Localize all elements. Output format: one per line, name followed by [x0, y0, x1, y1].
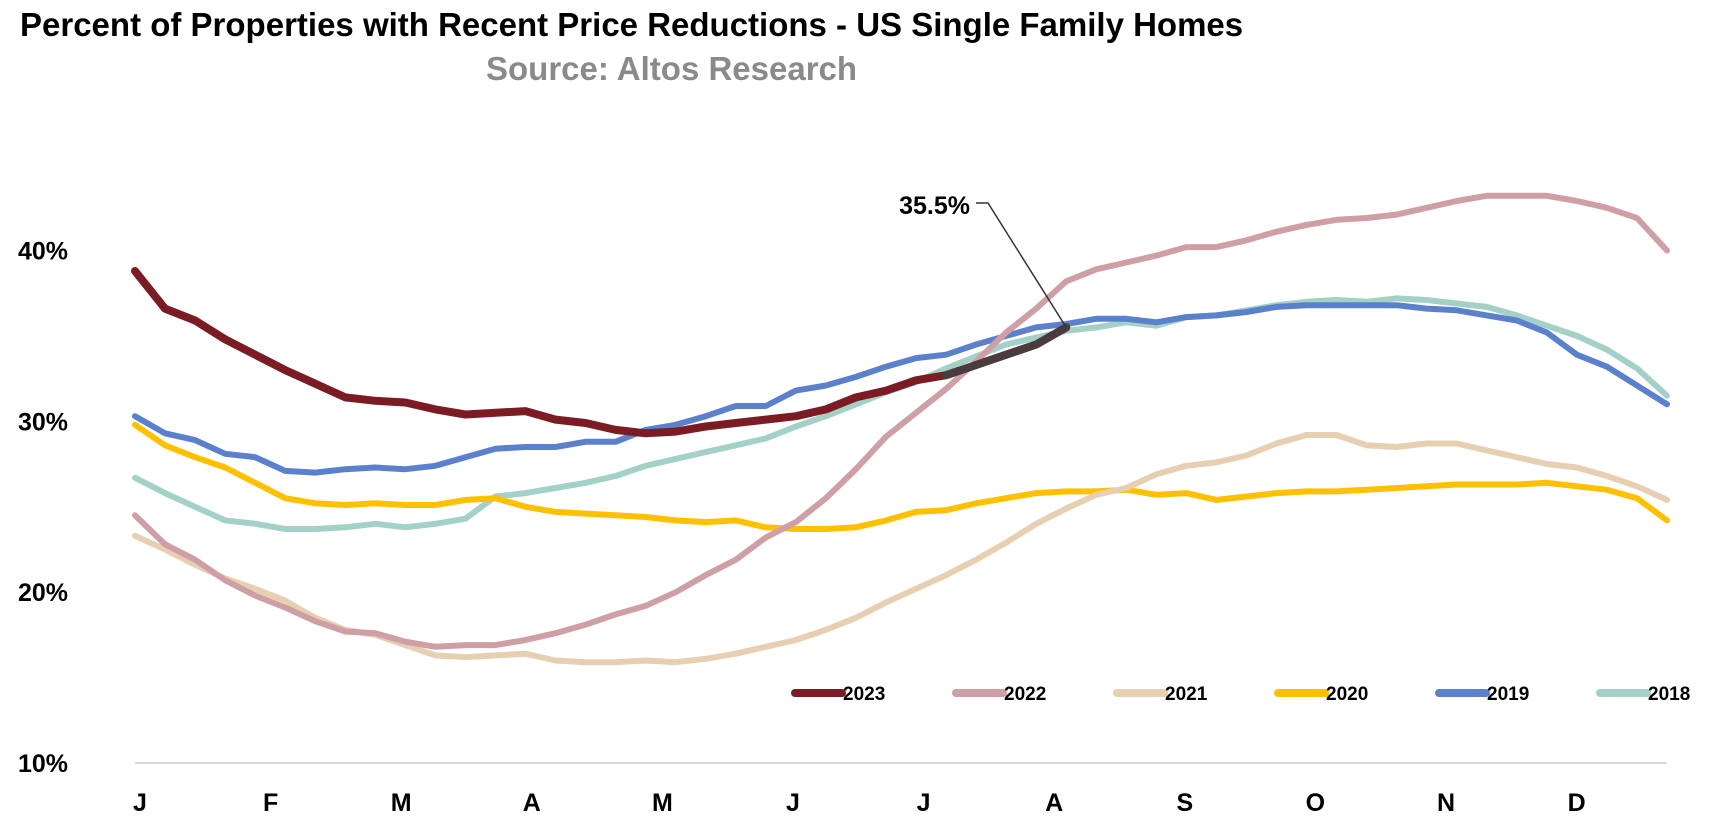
- series-lines: [131, 192, 1670, 666]
- annotation: 35.5%: [899, 192, 1071, 380]
- x-tick-label: M: [391, 789, 412, 817]
- x-tick-label: D: [1568, 789, 1586, 817]
- series-line-2022: [132, 192, 1670, 650]
- series-line-2019: [132, 302, 1670, 476]
- legend-label-2019: 2019: [1487, 684, 1529, 705]
- legend-label-2020: 2020: [1326, 684, 1368, 705]
- legend-label-2022: 2022: [1004, 684, 1046, 705]
- x-tick-label: A: [523, 789, 541, 817]
- series-line-2023: [131, 267, 1071, 438]
- x-tick-label: F: [263, 789, 278, 817]
- y-tick-label: 20%: [18, 579, 68, 607]
- annotation-label: 35.5%: [899, 192, 970, 220]
- x-tick-label: N: [1437, 789, 1455, 817]
- x-tick-label: S: [1176, 789, 1193, 817]
- legend-label-2018: 2018: [1648, 684, 1690, 705]
- chart-subtitle: Source: Altos Research: [486, 50, 858, 87]
- x-tick-label: J: [133, 789, 147, 817]
- y-tick-label: 40%: [18, 238, 68, 266]
- x-tick-label: J: [786, 789, 800, 817]
- x-tick-label: M: [652, 789, 673, 817]
- y-tick-label: 10%: [18, 750, 68, 778]
- x-tick-label: A: [1045, 789, 1063, 817]
- legend-label-2023: 2023: [843, 684, 885, 705]
- x-tick-label: J: [917, 789, 931, 817]
- x-tick-label: O: [1306, 789, 1325, 817]
- legend-label-2021: 2021: [1165, 684, 1208, 705]
- chart-title: Percent of Properties with Recent Price …: [20, 6, 1244, 43]
- y-axis: 10% 20% 30% 40%: [18, 238, 1667, 778]
- series-line-2020: [132, 421, 1670, 532]
- highlighted-latest-segment: [942, 323, 1071, 380]
- series-line-2018: [132, 295, 1670, 532]
- legend: 2023 2022 2021 2020 2019 2018: [791, 684, 1690, 705]
- y-tick-label: 30%: [18, 408, 68, 436]
- annotation-leader-line: [976, 202, 1067, 328]
